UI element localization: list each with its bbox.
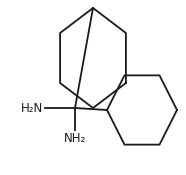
Text: H₂N: H₂N — [21, 102, 43, 114]
Text: NH₂: NH₂ — [64, 132, 86, 145]
